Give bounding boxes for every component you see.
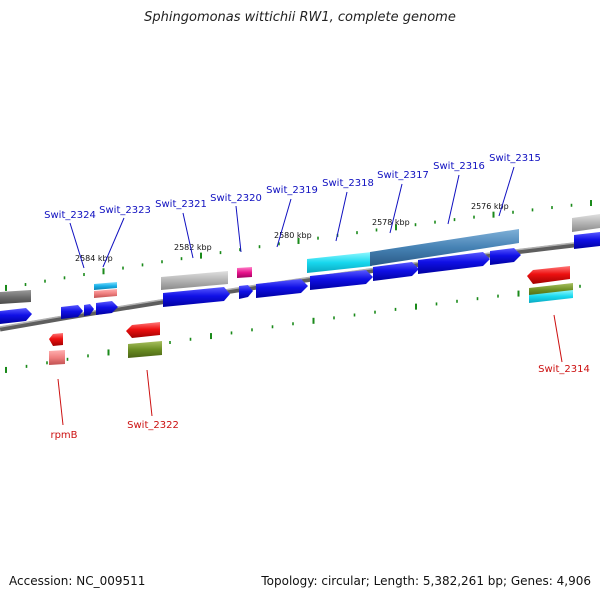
gene-feature-steel-2317[interactable]	[370, 229, 519, 266]
gene-arrow-right-edge[interactable]	[574, 232, 600, 249]
gene-feature-salmon-2323[interactable]	[94, 289, 117, 298]
reverse-features	[49, 266, 573, 365]
gene-arrow-2324-b[interactable]	[84, 304, 94, 316]
leader-2317	[389, 183, 403, 234]
leader-2314	[553, 314, 563, 363]
leader-2323	[102, 217, 125, 268]
reverse-gene-labels: rpmB Swit_2322 Swit_2314	[50, 364, 589, 441]
outer-tick-track	[5, 200, 592, 291]
label-leader-lines	[57, 166, 563, 426]
gene-label-rpmB[interactable]: rpmB	[50, 430, 77, 441]
leader-2315	[498, 166, 515, 217]
gene-label-swit-2323[interactable]: Swit_2323	[99, 205, 151, 216]
gene-label-swit-2322[interactable]: Swit_2322	[127, 420, 179, 431]
gene-label-swit-2315[interactable]: Swit_2315	[489, 153, 541, 164]
gene-label-swit-2324[interactable]: Swit_2324	[44, 210, 96, 221]
gene-arrow-2315[interactable]	[490, 248, 521, 265]
gene-feature-aqua-2323[interactable]	[94, 282, 117, 290]
forward-features	[0, 214, 600, 324]
scale-labels: 2584 kbp 2582 kbp 2580 kbp 2578 kbp 2576…	[75, 202, 509, 263]
gene-arrow-2322[interactable]	[126, 322, 160, 338]
gene-feature-rpmB-salmon[interactable]	[49, 350, 65, 365]
gene-feature-olive-2322[interactable]	[128, 341, 162, 358]
gene-feature-gray-left[interactable]	[0, 290, 31, 304]
leader-2321	[182, 212, 194, 259]
gene-feature-olive-2314[interactable]	[529, 283, 573, 297]
leader-rpmB	[57, 378, 64, 426]
accession-text: Accession: NC_009511	[9, 574, 146, 588]
gene-label-swit-2318[interactable]: Swit_2318	[322, 178, 374, 189]
gene-arrow-2317[interactable]	[373, 262, 419, 281]
gene-feature-cyan-2318[interactable]	[307, 252, 372, 273]
gene-arrow-2319[interactable]	[256, 279, 308, 298]
gene-label-swit-2316[interactable]: Swit_2316	[433, 161, 485, 172]
scale-label-2584: 2584 kbp	[75, 254, 113, 263]
gene-feature-gray-right[interactable]	[572, 214, 600, 232]
gene-label-swit-2320[interactable]: Swit_2320	[210, 193, 262, 204]
gene-arrow-left-edge[interactable]	[0, 308, 32, 324]
gene-arrow-2316[interactable]	[418, 252, 490, 274]
scale-label-2576: 2576 kbp	[471, 202, 509, 211]
inner-tick-track	[5, 284, 581, 373]
scale-label-2578: 2578 kbp	[372, 218, 410, 227]
gene-label-swit-2319[interactable]: Swit_2319	[266, 185, 318, 196]
gene-feature-pink-2320[interactable]	[237, 267, 252, 278]
leader-2324	[69, 222, 85, 269]
gene-arrow-2320[interactable]	[239, 285, 253, 299]
gene-arrow-2314[interactable]	[527, 266, 570, 284]
leader-2318	[335, 191, 348, 242]
scale-label-2580: 2580 kbp	[274, 231, 312, 240]
leader-2322	[146, 369, 153, 417]
gene-arrow-2318[interactable]	[310, 270, 373, 290]
leader-2320	[235, 205, 242, 253]
gene-arrow-2324-a[interactable]	[61, 305, 83, 319]
map-title: Sphingomonas wittichii RW1, complete gen…	[144, 10, 456, 25]
gene-arrow-2321[interactable]	[163, 287, 230, 307]
genome-summary-text: Topology: circular; Length: 5,382,261 bp…	[261, 574, 591, 588]
gene-feature-cyan-2314[interactable]	[529, 290, 573, 303]
gene-feature-gray-2321[interactable]	[161, 271, 228, 290]
scale-label-2582: 2582 kbp	[174, 243, 212, 252]
leader-2319	[276, 198, 292, 248]
gene-label-swit-2314[interactable]: Swit_2314	[538, 364, 590, 375]
gene-label-swit-2321[interactable]: Swit_2321	[155, 199, 207, 210]
gene-arrow-rpmB[interactable]	[49, 333, 63, 346]
leader-2316	[447, 174, 460, 225]
gene-label-swit-2317[interactable]: Swit_2317	[377, 170, 429, 181]
forward-gene-labels: Swit_2324 Swit_2323 Swit_2321 Swit_2320 …	[44, 153, 541, 221]
gene-arrow-2323[interactable]	[96, 301, 118, 315]
